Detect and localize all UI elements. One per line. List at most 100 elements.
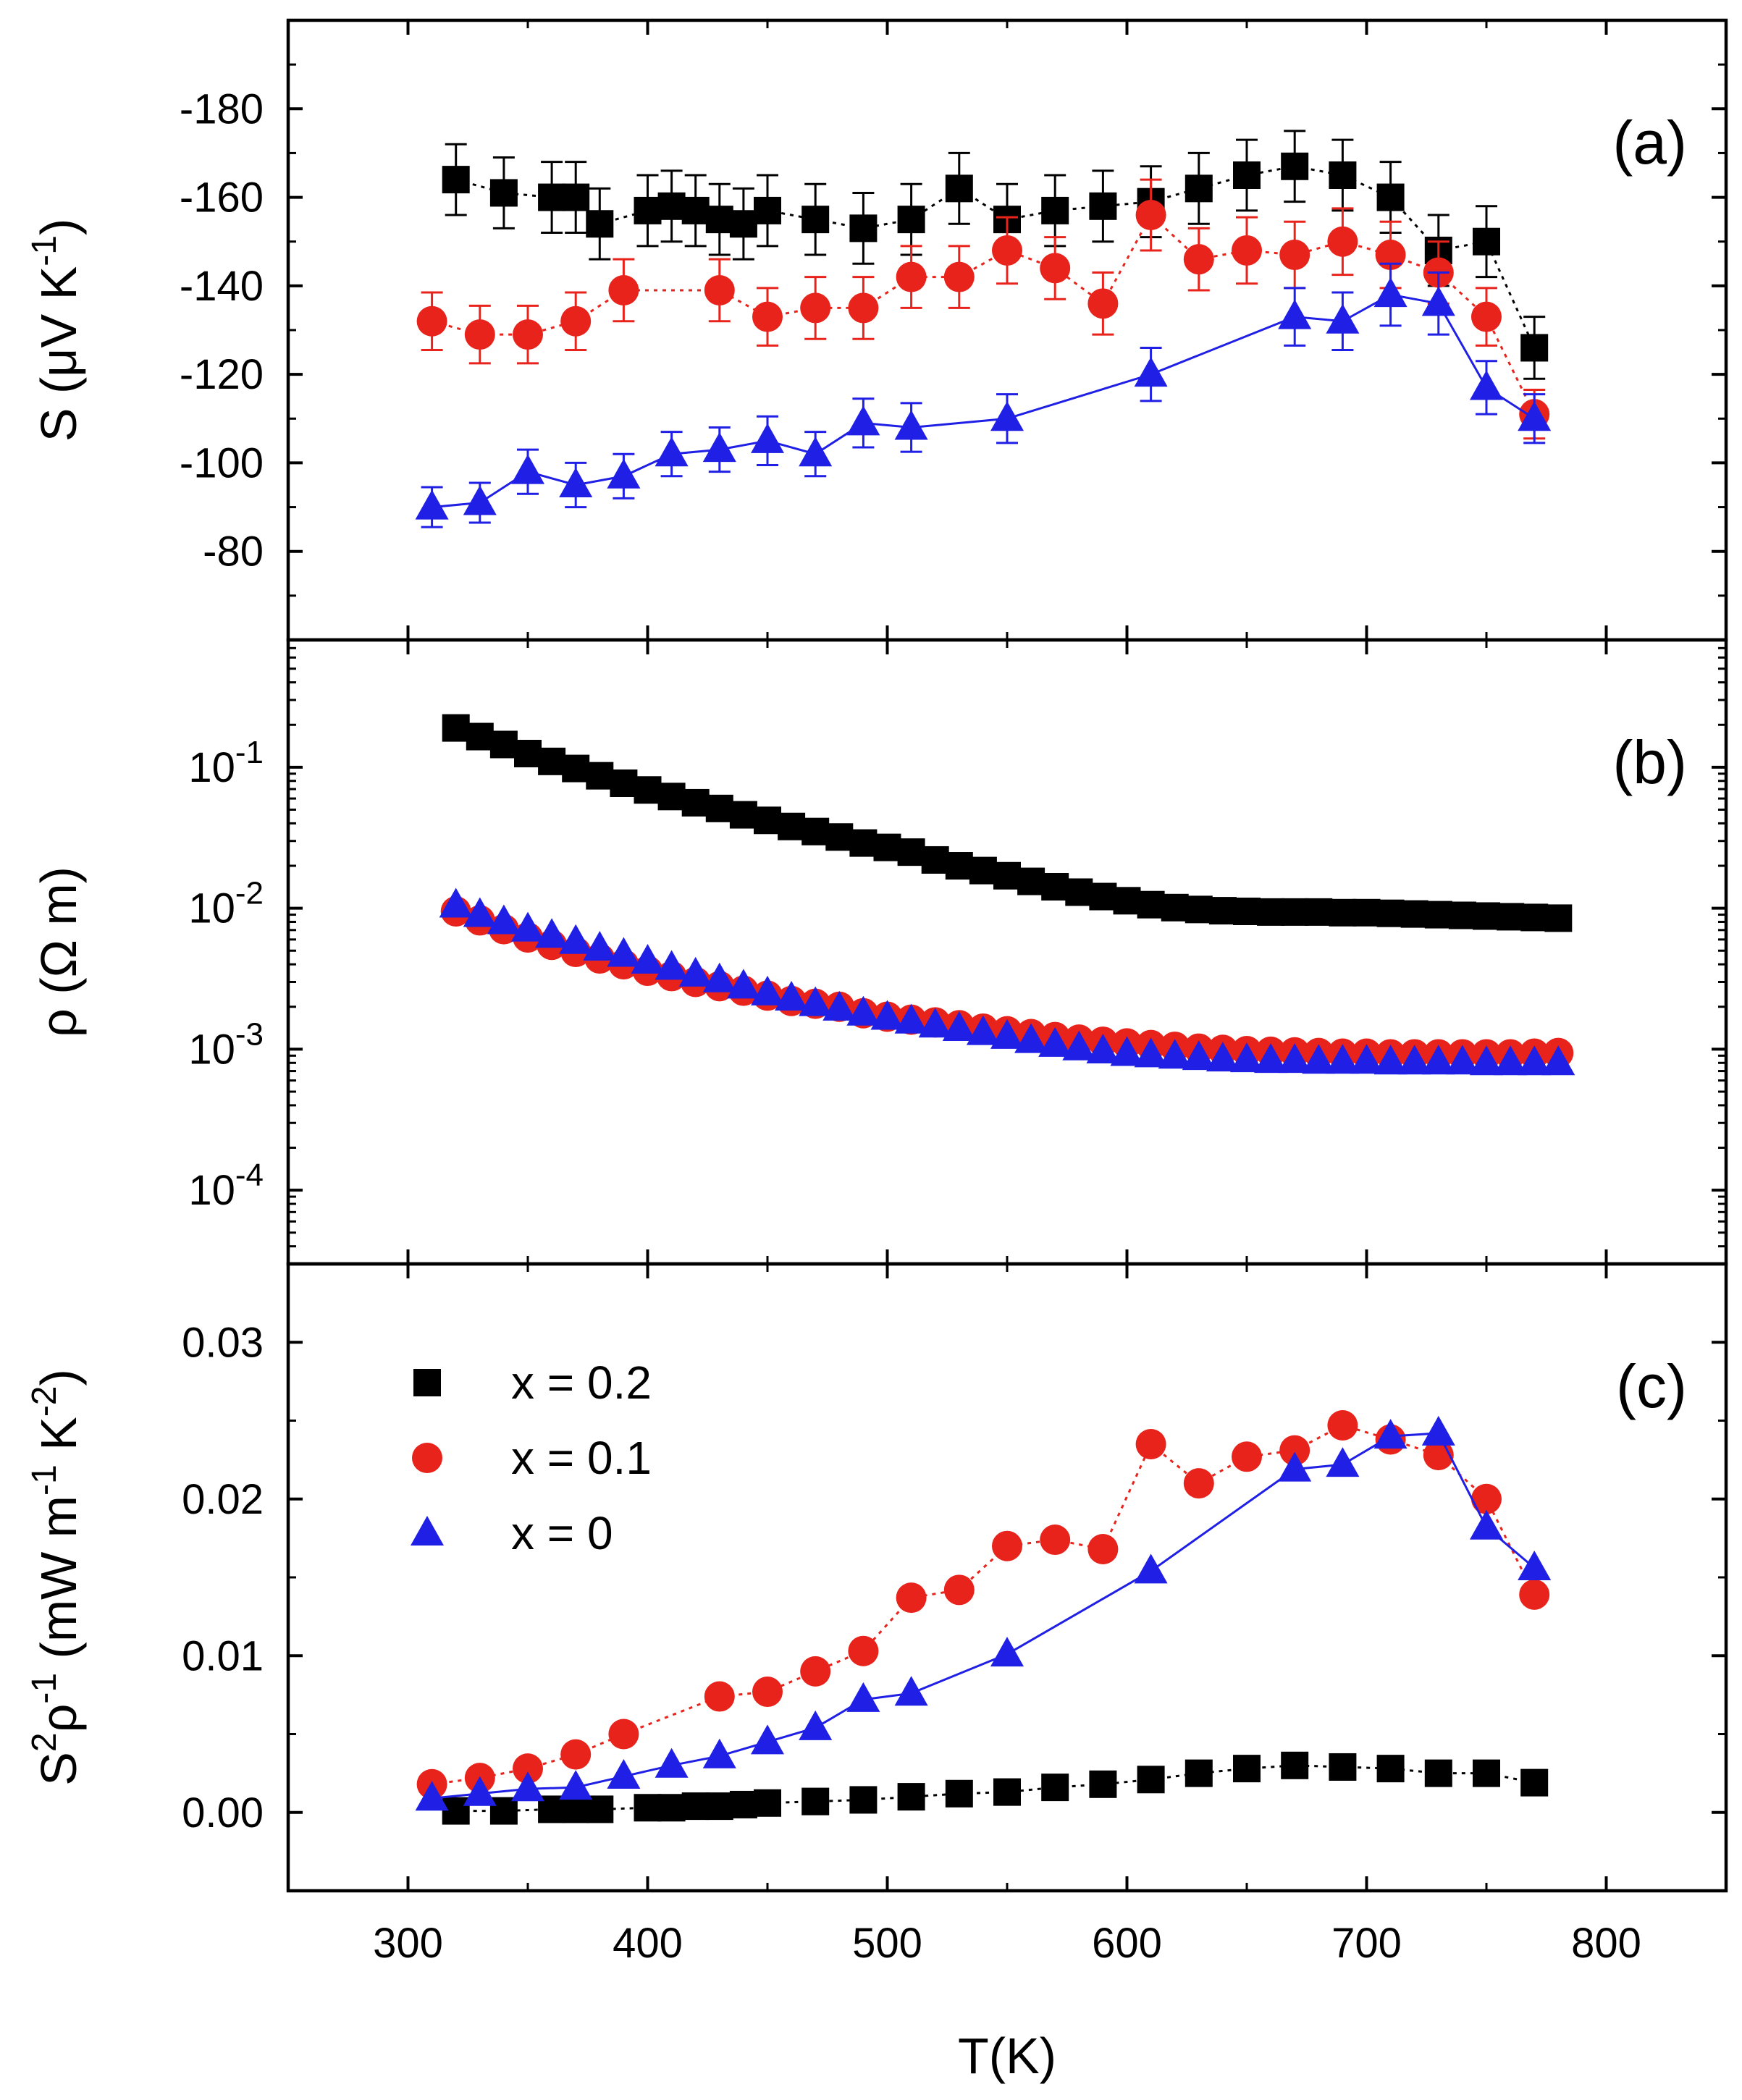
data-point (1473, 902, 1500, 930)
data-point (511, 1771, 544, 1802)
data-point (705, 794, 733, 822)
data-point (514, 740, 542, 768)
y-tick-label: 10-2 (188, 876, 264, 932)
data-point (1473, 227, 1500, 256)
data-point (511, 911, 544, 942)
data-point (559, 1770, 593, 1800)
data-point (1327, 226, 1358, 257)
data-point (1041, 872, 1069, 901)
data-point (1421, 1045, 1455, 1075)
data-point (822, 990, 857, 1021)
panel-label: (c) (1616, 1352, 1687, 1420)
data-point (631, 944, 665, 974)
data-point (846, 405, 880, 436)
data-point (1421, 286, 1455, 316)
y-axis-title: S2ρ-1 (mW m-1 K-2) (25, 1369, 87, 1786)
y-axis-title: ρ (Ω m) (30, 866, 87, 1037)
data-point (1089, 882, 1117, 911)
series-line (432, 1432, 1536, 1800)
data-point (442, 166, 470, 194)
data-point (752, 301, 783, 332)
data-point (463, 1776, 497, 1806)
data-point (1254, 1043, 1288, 1074)
data-point (583, 930, 617, 961)
y-axis-title: S (μV K-1) (25, 219, 87, 442)
data-point (560, 1739, 592, 1770)
data-point (1205, 1042, 1240, 1072)
y-tick-label: -80 (203, 528, 264, 575)
data-point (729, 801, 757, 829)
panel-c-power-factor: 0.00 0.01 0.02 0.03 300 400 500 600 700 800 T(K) (c… (25, 1262, 1728, 2084)
data-point (1375, 240, 1406, 271)
data-point (825, 823, 854, 851)
data-point (657, 1794, 686, 1822)
data-point (897, 1783, 925, 1811)
data-point (1470, 1045, 1503, 1076)
data-point (1519, 1579, 1550, 1610)
data-point (538, 183, 566, 211)
data-point (921, 846, 949, 874)
data-point (799, 1710, 833, 1740)
data-point (729, 1790, 757, 1818)
data-point (1470, 1509, 1503, 1540)
data-point (513, 1753, 543, 1784)
data-point (1041, 196, 1069, 224)
data-point (1113, 887, 1141, 915)
data-point (634, 776, 662, 804)
data-point (1281, 898, 1309, 926)
data-point (1062, 1030, 1096, 1060)
legend-marker (413, 1369, 441, 1396)
data-point (704, 1681, 735, 1712)
data-point (1326, 1044, 1360, 1074)
data-point (800, 292, 831, 324)
data-point (1376, 1755, 1405, 1783)
y-tick-label: 0.00 (182, 1789, 264, 1837)
panel-b-resistivity: 10-1 10-2 10-3 10-4 (b) ρ (Ω m) (30, 638, 1728, 1266)
data-point (990, 1637, 1024, 1667)
series-triangle (439, 887, 1575, 1076)
data-point (1038, 1026, 1072, 1057)
panel-a-seebeck: -180 -160 -140 -120 -100 -80 (a) S (μV K-1) (25, 18, 1728, 642)
series-square (442, 714, 1573, 932)
data-point (846, 1682, 880, 1712)
data-point (1086, 1033, 1120, 1063)
data-point (942, 1011, 976, 1041)
data-point (463, 897, 497, 927)
data-point (1208, 897, 1237, 925)
series-line (455, 1764, 1535, 1813)
data-point (992, 235, 1022, 266)
data-point (894, 410, 928, 440)
data-point (681, 788, 710, 817)
data-point (1185, 174, 1213, 203)
data-point (1134, 357, 1168, 387)
y-tick-label: -140 (180, 263, 264, 310)
data-point (702, 1738, 736, 1768)
data-point (1161, 893, 1189, 922)
data-point (608, 274, 639, 305)
data-point (1424, 1759, 1452, 1787)
y-tick-label: 0.02 (182, 1476, 264, 1523)
data-point (681, 196, 710, 224)
data-point (538, 747, 566, 775)
data-point (511, 454, 544, 484)
data-point (945, 174, 973, 203)
data-point (1520, 903, 1549, 932)
data-point (1448, 901, 1476, 929)
data-point (657, 783, 686, 811)
data-point (1350, 1044, 1384, 1074)
series-triangle (415, 262, 1552, 528)
data-point (1520, 1768, 1549, 1797)
data-point (489, 179, 518, 207)
data-point (1137, 1766, 1165, 1794)
data-point (1373, 1419, 1408, 1449)
legend-marker (411, 1516, 444, 1546)
data-point (1518, 1045, 1552, 1076)
data-point (1497, 903, 1525, 931)
legend: x = 0.2 x = 0.1 x = 0 (411, 1357, 652, 1559)
data-point (1182, 1040, 1216, 1071)
data-point (1185, 1759, 1213, 1787)
data-point (1329, 161, 1357, 189)
data-point (778, 812, 806, 840)
data-point (897, 206, 925, 234)
data-point (990, 1019, 1024, 1049)
